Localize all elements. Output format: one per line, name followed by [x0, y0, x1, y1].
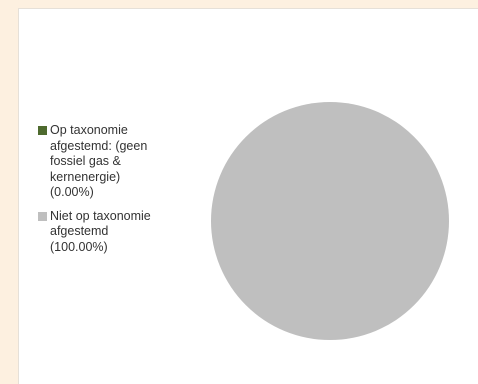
legend-item-aligned: Op taxonomie afgestemd: (geen fossiel ga… [38, 123, 188, 201]
legend-label-not-aligned: Niet op taxonomie afgestemd (100.00%) [50, 208, 151, 254]
legend-swatch-aligned [38, 126, 47, 135]
chart-legend: Op taxonomie afgestemd: (geen fossiel ga… [38, 123, 188, 263]
legend-item-not-aligned: Niet op taxonomie afgestemd (100.00%) [38, 209, 188, 256]
legend-swatch-not-aligned [38, 211, 47, 221]
legend-label-aligned: Op taxonomie afgestemd: (geen fossiel ga… [50, 123, 148, 199]
pie-slice-not-aligned [211, 102, 449, 340]
